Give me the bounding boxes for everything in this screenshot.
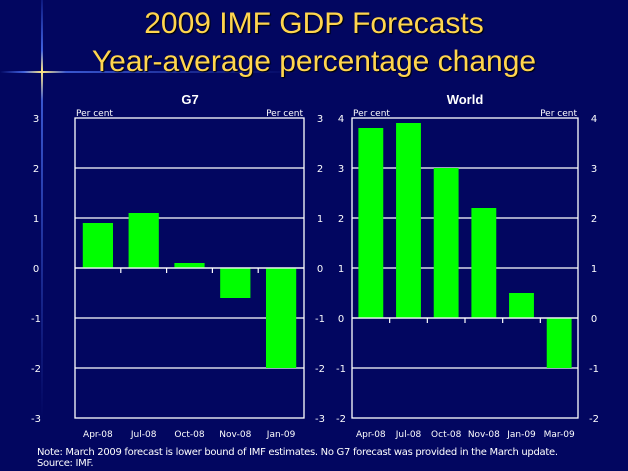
y-tick-label-right: 2 [317,164,323,175]
x-tick-label: Apr-08 [83,430,113,440]
y-tick-label-right: -3 [315,414,325,425]
x-tick-label: Apr-08 [356,430,386,440]
x-tick-label: Jan-09 [506,430,536,440]
x-tick-label: Nov-08 [219,430,251,440]
x-tick-label: Jul-08 [395,430,422,440]
y-tick-label-left: -1 [336,364,346,375]
y-tick-label-left: -2 [31,364,41,375]
bar [396,123,421,318]
x-tick-label: Mar-09 [544,430,575,440]
y-tick-label-right: 4 [591,114,597,125]
y-tick-label-left: 3 [33,114,39,125]
y-tick-label-right: 2 [591,214,597,225]
slide-title: 2009 IMF GDP Forecasts [144,7,484,40]
y-tick-label-left: 0 [33,264,39,275]
bar [546,318,572,368]
x-tick-label: Jul-08 [130,430,157,440]
bar [471,208,497,318]
x-tick-label: Jan-09 [266,430,296,440]
footnote-source: Source: IMF. [37,458,94,469]
y-unit-label-right: Per cent [266,109,303,119]
x-tick-label: Nov-08 [468,430,500,440]
plot-frame [74,117,305,419]
chart-world: World Per cent Per cent 4 4 3 3 2 2 1 1 0 0 -1 -1 -2 -2 A… [336,92,599,440]
footnote: Note: March 2009 forecast is lower bound… [37,447,558,469]
y-tick-label-left: 3 [338,164,344,175]
y-tick-label-right: 0 [591,314,597,325]
bar [220,268,251,298]
bar [509,293,534,318]
y-tick-label-right: -2 [589,414,599,425]
y-tick-label-right: 0 [317,264,323,275]
bar [265,268,297,368]
decorative-cross-horizontal [0,71,300,73]
decorative-cross-vertical [41,0,43,420]
y-unit-label-right: Per cent [540,109,577,119]
y-tick-label-left: 1 [33,214,39,225]
footnote-note: Note: March 2009 forecast is lower bound… [37,447,558,458]
bar [358,128,384,318]
y-tick-label-left: 2 [338,214,344,225]
y-tick-label-right: 3 [591,164,597,175]
y-tick-label-right: 3 [317,114,323,125]
chart-title: G7 [181,92,198,107]
y-tick-label-right: -1 [315,314,325,325]
y-tick-label-left: -2 [336,414,346,425]
x-tick-label: Oct-08 [431,430,462,440]
y-tick-label-right: -1 [589,364,599,375]
y-tick-label-left: 2 [33,164,39,175]
bar [128,213,159,268]
slide-subtitle: Year-average percentage change [91,45,537,78]
x-tick-label: Oct-08 [174,430,205,440]
y-tick-label-left: -1 [31,314,41,325]
bar [174,263,205,268]
y-tick-label-left: 1 [338,264,344,275]
bar [433,168,459,318]
y-tick-label-left: 4 [338,114,344,125]
y-tick-label-right: -2 [315,364,325,375]
chart-g7: G7 Per cent Per cent 3 3 2 2 1 1 0 0 -1 -1 -2 -2 -3 -3 Ap… [31,92,325,440]
y-unit-label-left: Per cent [353,109,390,119]
y-tick-label-left: 0 [338,314,344,325]
y-tick-label-right: 1 [317,214,323,225]
chart-title: World [447,92,484,107]
y-tick-label-right: 1 [591,264,597,275]
y-tick-label-left: -3 [31,414,41,425]
bar [82,223,114,268]
plot-frame [351,117,579,419]
y-unit-label-left: Per cent [76,109,113,119]
